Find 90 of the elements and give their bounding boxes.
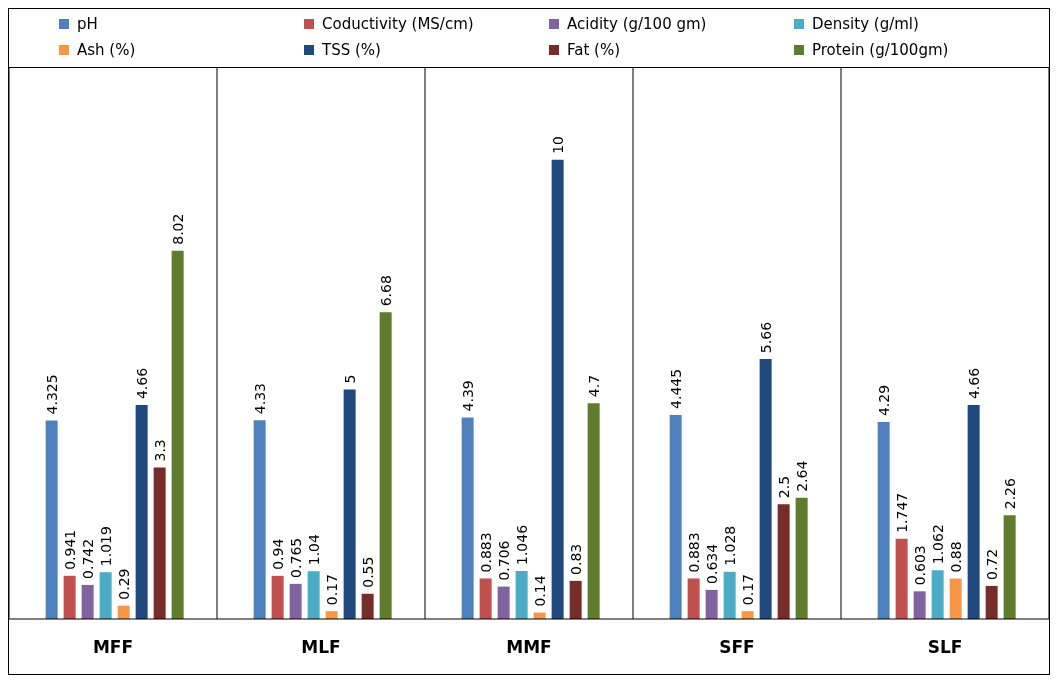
bar — [497, 586, 510, 619]
bar — [135, 405, 148, 619]
bar — [343, 389, 356, 619]
bar — [669, 414, 682, 619]
bar — [931, 570, 944, 619]
data-label: 0.634 — [703, 543, 720, 584]
data-label: 1.04 — [305, 533, 322, 566]
data-label: 0.17 — [323, 574, 340, 606]
legend-label: TSS (%) — [322, 41, 381, 59]
data-label: 5.66 — [757, 321, 774, 354]
data-label: 0.941 — [61, 529, 78, 570]
bar — [1003, 515, 1016, 619]
legend-label: Acidity (g/100 gm) — [567, 15, 707, 33]
bar — [949, 578, 962, 619]
data-label: 0.14 — [531, 575, 548, 607]
bar — [171, 250, 184, 619]
data-label: 5 — [341, 374, 358, 384]
bar — [289, 583, 302, 619]
data-label: 1.046 — [513, 524, 530, 565]
data-label: 2.26 — [1001, 477, 1018, 510]
bar — [705, 589, 718, 619]
data-label: 4.325 — [43, 374, 60, 415]
data-label: 0.17 — [739, 574, 756, 606]
data-label: 4.445 — [667, 368, 684, 409]
data-label: 0.706 — [495, 540, 512, 581]
bar — [307, 571, 320, 619]
data-label: 4.7 — [585, 374, 602, 398]
bar — [117, 605, 130, 619]
legend-label: Density (g/ml) — [812, 15, 919, 33]
data-label: 0.94 — [269, 538, 286, 570]
bar — [587, 403, 600, 619]
data-label: 1.747 — [893, 492, 910, 533]
bar — [479, 578, 492, 619]
bar — [895, 538, 908, 619]
bar — [379, 312, 392, 619]
data-label: 0.29 — [115, 568, 132, 600]
bar — [361, 593, 374, 619]
data-label: 4.29 — [875, 384, 892, 417]
bar — [967, 405, 980, 619]
data-label: 6.68 — [377, 275, 394, 307]
data-label: 8.02 — [169, 213, 186, 245]
data-label: 0.83 — [567, 543, 584, 575]
data-label: 4.66 — [133, 367, 150, 400]
x-tick-label: MMF — [506, 637, 552, 658]
bar — [99, 572, 112, 619]
bar — [63, 575, 76, 619]
data-label: 1.062 — [929, 524, 946, 565]
data-label: 2.5 — [775, 475, 792, 499]
x-tick-label: SLF — [927, 637, 963, 658]
bar — [569, 580, 582, 619]
data-label: 10 — [549, 136, 566, 154]
bar — [271, 575, 284, 619]
data-label: 2.64 — [793, 460, 810, 492]
bar — [461, 417, 474, 619]
bar — [153, 467, 166, 619]
data-label: 0.883 — [477, 532, 494, 573]
data-label: 0.72 — [983, 548, 1000, 580]
bar — [777, 504, 790, 619]
legend-label: pH — [77, 15, 98, 33]
bar — [81, 584, 94, 619]
data-label: 0.603 — [911, 545, 928, 586]
bar — [877, 422, 890, 619]
x-tick-label: MFF — [92, 637, 134, 658]
legend-label: Ash (%) — [77, 41, 136, 59]
bar — [45, 420, 58, 619]
data-label: 0.765 — [287, 537, 304, 578]
bar — [551, 159, 564, 619]
bar — [759, 359, 772, 619]
data-label: 3.3 — [151, 439, 168, 462]
data-label: 1.019 — [97, 526, 114, 567]
data-label: 0.55 — [359, 556, 376, 588]
data-label: 4.66 — [965, 367, 982, 400]
data-label: 0.883 — [685, 532, 702, 573]
bar — [515, 570, 528, 619]
data-label: 4.33 — [251, 383, 268, 415]
bar — [723, 571, 736, 619]
legend-label: Coductivity (MS/cm) — [322, 15, 474, 33]
bar — [687, 578, 700, 619]
x-tick-label: MLF — [301, 637, 341, 658]
bar — [985, 585, 998, 619]
data-label: 4.39 — [459, 380, 476, 412]
bar — [913, 591, 926, 619]
bar — [795, 497, 808, 619]
data-label: 0.88 — [947, 541, 964, 573]
legend-label: Protein (g/100gm) — [812, 41, 949, 59]
bar — [253, 420, 266, 619]
data-label: 1.028 — [721, 525, 738, 566]
legend-label: Fat (%) — [567, 41, 621, 59]
data-label: 0.742 — [79, 538, 96, 579]
x-tick-label: SFF — [719, 637, 755, 658]
